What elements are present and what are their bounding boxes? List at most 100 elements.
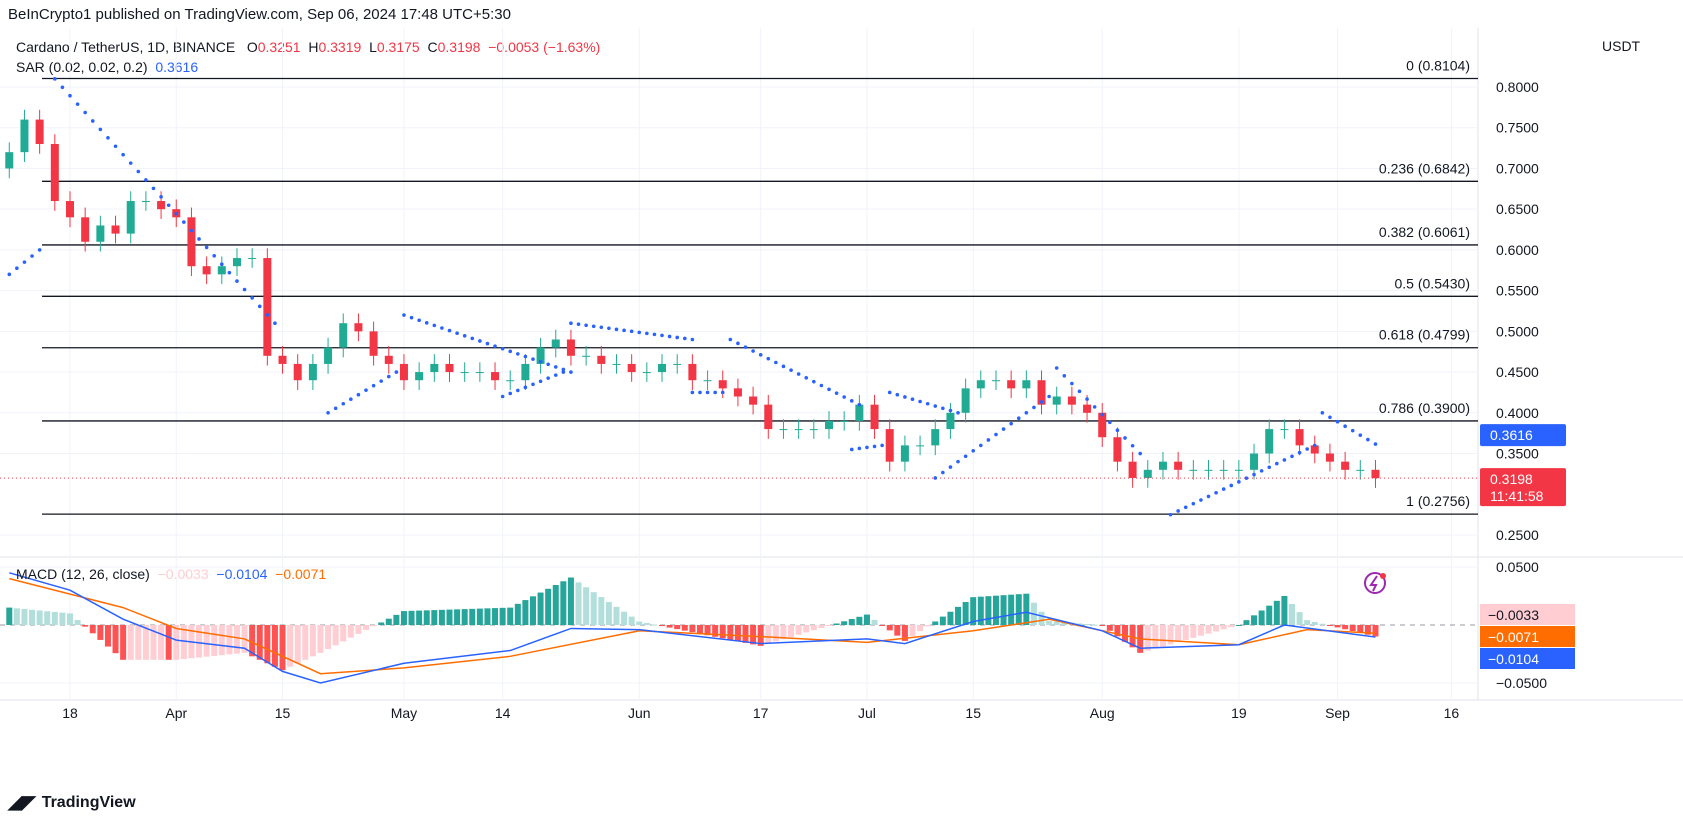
x-tick-label: 15 (965, 705, 981, 721)
macd-badge-text: −0.0071 (1488, 629, 1539, 645)
sar-dot (690, 390, 695, 395)
candle-body (81, 217, 90, 242)
sar-dot (842, 395, 846, 399)
candle-body (1158, 461, 1167, 470)
sar-dot (1168, 512, 1173, 517)
macd-hist-bar (142, 625, 149, 660)
sar-dot (698, 390, 702, 395)
sar-dot (576, 322, 581, 327)
candle-body (1250, 453, 1259, 470)
sar-dot (462, 333, 467, 338)
sar-dot (166, 203, 171, 208)
sar-dot (948, 465, 953, 469)
x-tick-label: Jun (628, 705, 651, 721)
sar-dot (872, 444, 877, 449)
sar-dot (83, 110, 87, 115)
fib-level-label: 0.786 (0.3900) (1379, 400, 1470, 416)
macd-hist-bar (36, 610, 43, 625)
macd-hist-bar (74, 620, 81, 625)
macd-label[interactable]: MACD (12, 26, close) (16, 566, 150, 582)
macd-hist-bar (507, 607, 514, 625)
sar-price-badge-bg (1480, 424, 1566, 447)
sar-dot (37, 248, 42, 252)
sar-dot (1312, 443, 1317, 448)
y-tick-label: 0.6000 (1496, 242, 1539, 258)
macd-hist-bar (59, 612, 66, 625)
sar-dot (887, 390, 892, 395)
y-tick-label: 0.8000 (1496, 79, 1539, 95)
macd-hist-bar (1243, 620, 1250, 625)
last-price-badge-text: 11:41:58 (1490, 488, 1544, 504)
y-tick-label: 0.7500 (1496, 120, 1539, 136)
sar-dot (675, 335, 679, 340)
sar-dot (903, 395, 907, 399)
footer-text: TradingView (41, 793, 136, 811)
sar-dot (857, 446, 862, 451)
sar-dot (1108, 420, 1112, 425)
candle-body (688, 363, 697, 381)
sar-dot (865, 445, 869, 450)
macd-hist-bar (567, 577, 574, 625)
macd-hist-bar (583, 587, 590, 625)
sar-dot (508, 391, 513, 396)
currency-label[interactable]: USDT (1602, 38, 1641, 54)
fib-level-label: 0.5 (0.5430) (1395, 275, 1471, 291)
candle-body (5, 152, 14, 169)
macd-hist-bar (1008, 594, 1015, 625)
macd-hist-bar (1326, 625, 1333, 626)
sar-dot (781, 364, 786, 369)
candle-body (217, 266, 226, 275)
macd-hist-bar (537, 592, 544, 625)
macd-hist-bar (909, 625, 916, 637)
fib-level-label: 0.236 (0.6842) (1379, 160, 1470, 176)
sar-dot (197, 237, 201, 241)
candle-body (1022, 380, 1031, 389)
y-tick-label: 0.5500 (1496, 283, 1539, 299)
sar-dot (1221, 487, 1226, 491)
candle-body (324, 347, 333, 364)
macd-hist-bar (788, 625, 795, 637)
macd-hist-bar (1258, 610, 1265, 625)
high-value: 0.3319 (318, 39, 362, 55)
last-price-badge-text: 0.3198 (1490, 471, 1533, 487)
macd-hist-bar (150, 625, 157, 660)
sar-dot (1267, 465, 1272, 470)
candle-body (1295, 429, 1304, 446)
macd-hist-bar (127, 625, 134, 660)
macd-hist-bar (674, 625, 681, 630)
macd-hist-bar (1038, 611, 1045, 625)
candle-body (1052, 396, 1061, 405)
macd-hist-bar (1349, 625, 1356, 632)
candle-body (642, 372, 651, 374)
sar-dot (356, 392, 361, 397)
candle-body (278, 355, 287, 364)
candle-body (475, 372, 484, 374)
symbol-title[interactable]: Cardano / TetherUS, 1D, BINANCE (16, 39, 236, 55)
sar-label[interactable]: SAR (0.02, 0.02, 0.2) (16, 59, 148, 75)
candle-body (384, 355, 393, 364)
sar-dot (500, 394, 505, 399)
candle-body (900, 445, 909, 462)
candle-body (931, 429, 940, 446)
tradingview-logo[interactable]: ◢◤ TradingView (8, 792, 136, 813)
candle-body (157, 201, 166, 210)
sar-dot (508, 349, 513, 354)
sar-dot (743, 345, 748, 349)
macd-hist-bar (1023, 593, 1030, 625)
sar-dot (1275, 461, 1279, 466)
sar-dot (136, 169, 141, 174)
macd-hist-bar (29, 609, 36, 625)
sar-dot (1115, 428, 1120, 433)
candle-body (20, 119, 29, 153)
candle-body (991, 380, 1000, 382)
sar-dot (546, 362, 550, 367)
candle-body (1128, 461, 1137, 478)
sar-dot (15, 266, 19, 271)
sar-dot (265, 312, 270, 317)
sar-dot (1009, 421, 1013, 426)
candle-body (50, 144, 59, 202)
x-tick-label: 14 (495, 705, 511, 721)
open-value: 0.3251 (257, 39, 301, 55)
macd-hist-bar (992, 595, 999, 625)
